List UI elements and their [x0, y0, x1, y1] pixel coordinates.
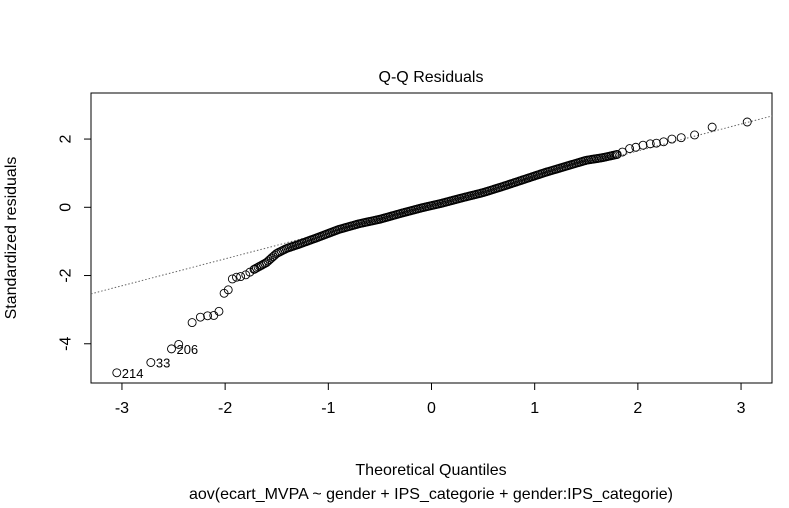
x-tick-label: 3 [737, 400, 746, 417]
y-tick-label: -4 [58, 337, 75, 351]
data-point [223, 285, 233, 295]
x-tick-label: 0 [427, 400, 436, 417]
data-point [112, 368, 122, 378]
data-point [167, 344, 176, 354]
point-label: 33 [156, 356, 170, 371]
data-point [266, 253, 276, 263]
y-tick-label: 2 [58, 135, 75, 144]
x-tick-label: -1 [321, 400, 335, 417]
points-layer [112, 117, 752, 378]
data-point [214, 306, 224, 316]
x-axis: -3 -2 -1 0 1 2 3 [115, 383, 746, 417]
point-label: 214 [122, 366, 144, 381]
data-point [227, 274, 237, 284]
data-point [174, 339, 184, 349]
x-tick-label: -2 [218, 400, 232, 417]
chart-title: Q-Q Residuals [379, 69, 484, 86]
data-point [270, 250, 280, 260]
data-point [676, 133, 686, 143]
data-point [638, 140, 648, 150]
data-point [187, 318, 197, 328]
y-axis: -4 -2 0 2 [58, 135, 91, 351]
data-point [667, 134, 677, 144]
subtitle: aov(ecart_MVPA ~ gender + IPS_categorie … [189, 486, 673, 503]
data-point [742, 117, 752, 127]
y-axis-label: Standardized residuals [3, 157, 20, 320]
data-point [263, 256, 273, 266]
data-point [232, 272, 241, 282]
plot-frame [90, 92, 773, 384]
x-tick-label: 2 [633, 400, 642, 417]
data-point [203, 311, 213, 321]
data-point [611, 150, 621, 160]
data-point [261, 258, 271, 268]
data-point [707, 122, 717, 132]
data-point [209, 310, 219, 320]
data-point [651, 138, 661, 148]
y-tick-label: 0 [58, 203, 75, 212]
y-tick-label: -2 [58, 268, 75, 282]
data-point [617, 147, 627, 157]
data-point [625, 144, 635, 154]
point-labels: 214 33 206 [122, 342, 198, 381]
data-point [690, 130, 700, 140]
data-point [195, 312, 205, 322]
x-tick-label: 1 [530, 400, 539, 417]
data-point [146, 358, 156, 367]
x-axis-label: Theoretical Quantiles [355, 462, 506, 479]
data-point [236, 272, 246, 282]
x-tick-label: -3 [115, 400, 129, 417]
data-point [645, 139, 655, 149]
data-point [265, 255, 275, 265]
point-label: 206 [176, 342, 198, 357]
data-point [659, 137, 669, 147]
